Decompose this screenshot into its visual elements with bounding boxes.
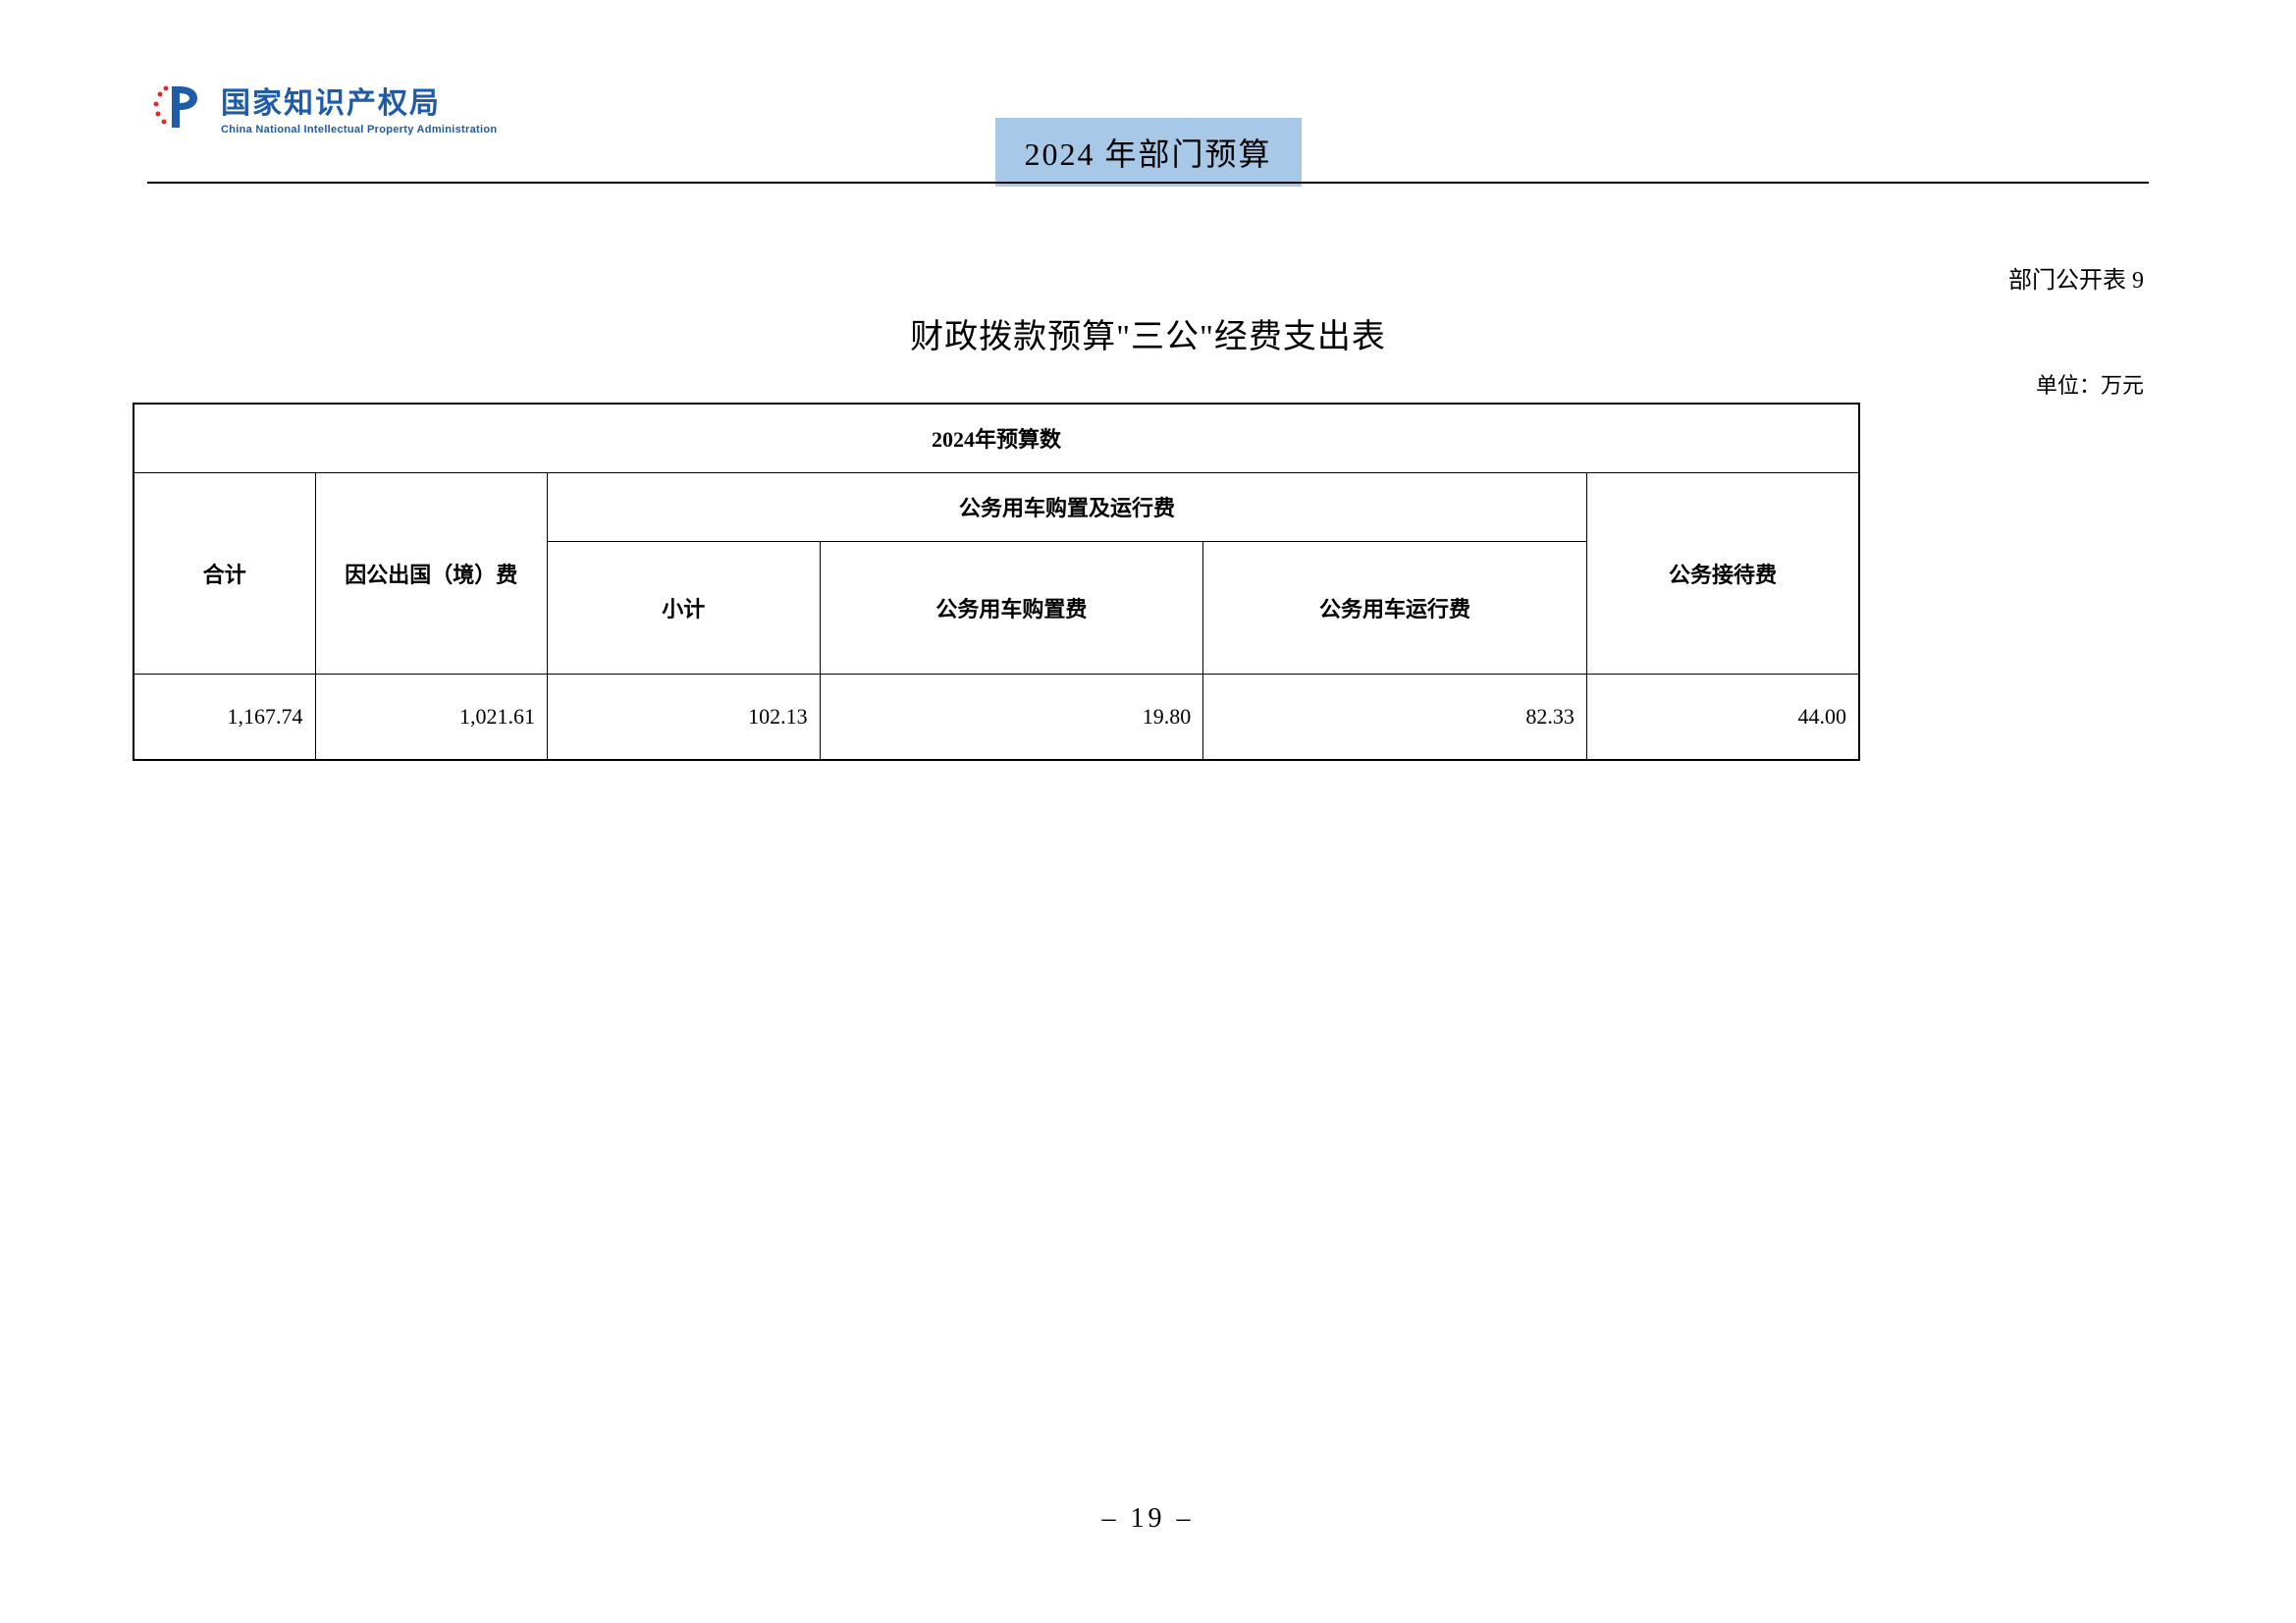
- cell-vehicle-operation: 82.33: [1203, 674, 1587, 760]
- th-year: 2024年预算数: [133, 404, 1859, 472]
- cell-reception: 44.00: [1586, 674, 1859, 760]
- cell-total: 1,167.74: [133, 674, 315, 760]
- th-vehicle-operation: 公务用车运行费: [1203, 541, 1587, 674]
- logo-icon: [152, 79, 211, 135]
- cell-vehicle-purchase: 19.80: [820, 674, 1203, 760]
- th-vehicle-purchase: 公务用车购置费: [820, 541, 1203, 674]
- table-row: 1,167.74 1,021.61 102.13 19.80 82.33 44.…: [133, 674, 1859, 760]
- logo-text: 国家知识产权局 China National Intellectual Prop…: [221, 79, 497, 135]
- cell-abroad: 1,021.61: [315, 674, 547, 760]
- header-divider: [147, 182, 2149, 184]
- th-vehicle-subtotal: 小计: [548, 541, 821, 674]
- logo: 国家知识产权局 China National Intellectual Prop…: [152, 79, 497, 135]
- th-total: 合计: [133, 472, 315, 674]
- table-label: 部门公开表 9: [2008, 260, 2144, 295]
- logo-en-text: China National Intellectual Property Adm…: [221, 124, 497, 135]
- header-banner: 2024 年部门预算: [994, 118, 1301, 187]
- logo-cn-text: 国家知识产权局: [221, 79, 497, 122]
- table-title: 财政拨款预算"三公"经费支出表: [910, 309, 1386, 357]
- unit-label: 单位：万元: [2036, 368, 2144, 400]
- budget-table: 2024年预算数 合计 因公出国（境）费 公务用车购置及运行费 公务接待费 小计…: [133, 403, 1860, 761]
- cell-vehicle-subtotal: 102.13: [548, 674, 821, 760]
- page-number: – 19 –: [1102, 1503, 1195, 1535]
- th-abroad: 因公出国（境）费: [315, 472, 547, 674]
- th-reception: 公务接待费: [1586, 472, 1859, 674]
- th-vehicle-group: 公务用车购置及运行费: [548, 472, 1587, 541]
